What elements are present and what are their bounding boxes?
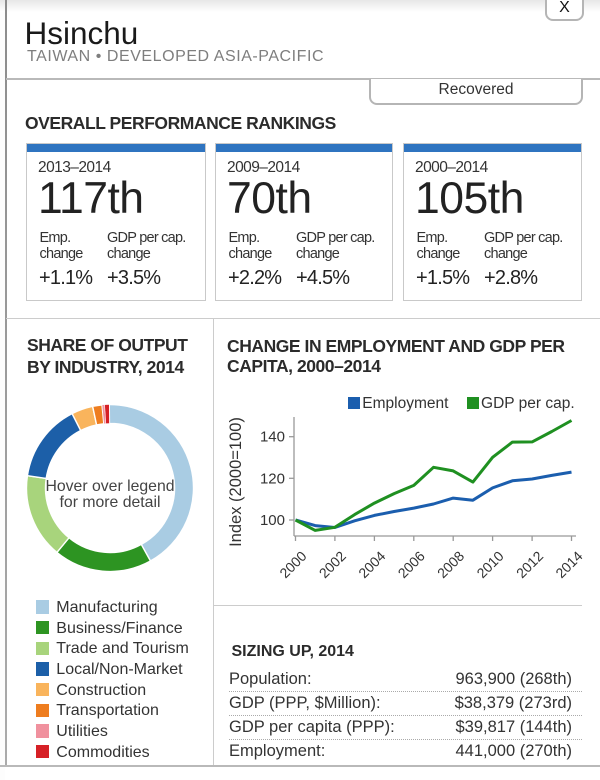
svg-text:2004: 2004: [355, 548, 388, 581]
svg-text:2012: 2012: [513, 548, 546, 581]
svg-text:2002: 2002: [316, 548, 349, 581]
svg-text:140: 140: [260, 429, 285, 446]
svg-text:2014: 2014: [552, 548, 585, 581]
svg-text:2000: 2000: [276, 548, 309, 581]
svg-text:2006: 2006: [395, 548, 428, 581]
svg-text:2010: 2010: [473, 548, 506, 581]
svg-text:100: 100: [260, 512, 285, 529]
svg-text:120: 120: [260, 470, 285, 487]
svg-text:2008: 2008: [434, 548, 467, 581]
